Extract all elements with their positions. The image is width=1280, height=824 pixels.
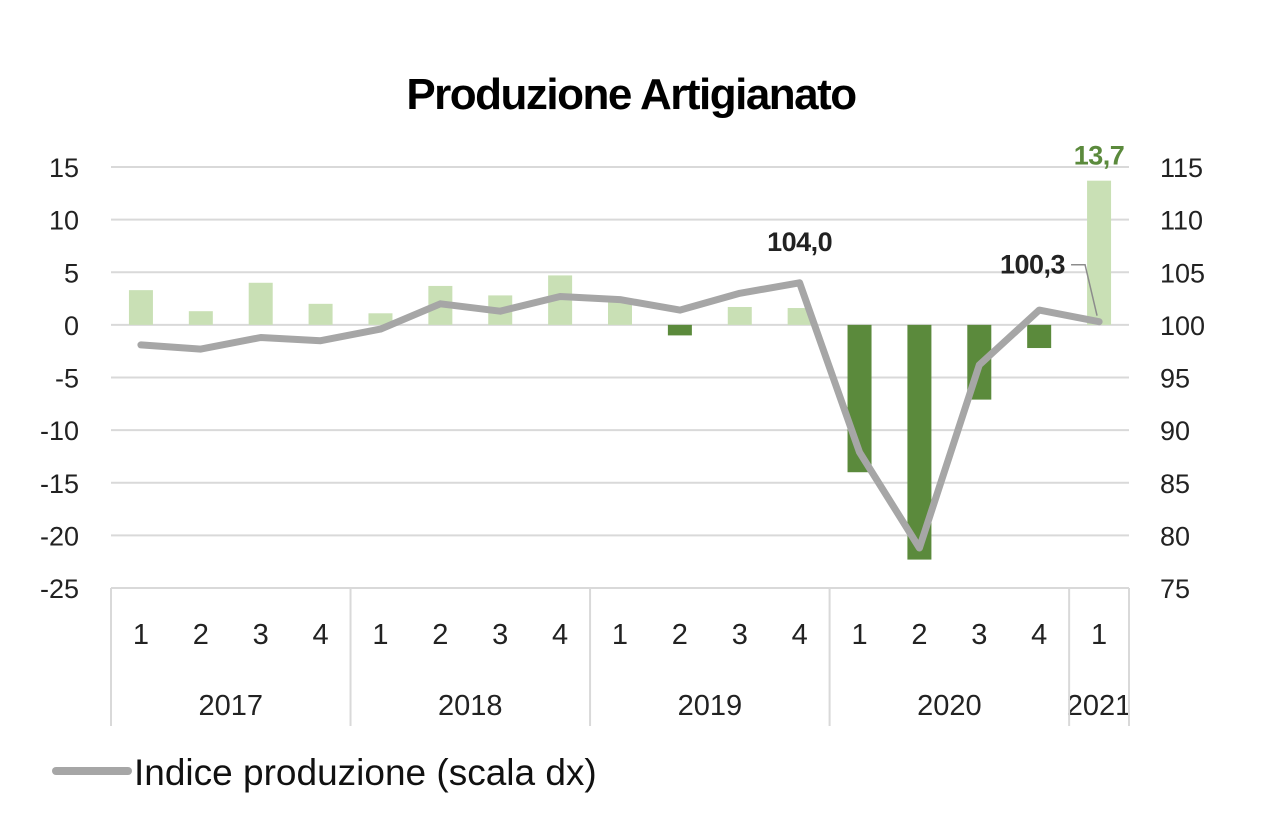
category-label: 3 <box>492 619 508 651</box>
year-label: 2020 <box>917 690 982 722</box>
bar <box>667 324 692 336</box>
left-tick-label: -5 <box>55 364 79 394</box>
bar <box>608 300 632 325</box>
right-tick-label: 85 <box>1160 469 1190 499</box>
bar-series <box>128 180 1112 560</box>
category-label: 1 <box>851 619 867 651</box>
left-tick-label: 10 <box>49 206 79 236</box>
bar <box>188 311 213 325</box>
left-tick-label: -25 <box>40 574 79 604</box>
left-y-axis: 15 10 5 0 -5 -10 -15 -20 -25 <box>40 153 79 604</box>
bar <box>128 290 153 325</box>
category-label: 4 <box>313 619 329 651</box>
left-tick-label: -10 <box>40 416 79 446</box>
callout-label: 104,0 <box>767 227 832 257</box>
category-label: 3 <box>971 619 987 651</box>
bar <box>308 303 333 325</box>
callout-leader-line <box>1071 263 1098 316</box>
category-label: 2 <box>672 619 688 651</box>
bar <box>1087 180 1112 325</box>
bar <box>1027 324 1052 349</box>
line-indice-produzione <box>137 279 1103 552</box>
bar <box>787 308 812 325</box>
x-axis: 1 2 3 4 1 2 3 4 1 2 3 4 1 2 3 4 1 2017 2018 2019 2020 2021 <box>110 588 1132 726</box>
line-series <box>137 279 1103 552</box>
category-label: 1 <box>612 619 628 651</box>
category-label: 1 <box>1091 619 1107 651</box>
legend: Indice produzione (scala dx) <box>52 752 597 793</box>
legend-label: Indice produzione (scala dx) <box>134 752 597 793</box>
right-y-axis: 115 110 105 100 95 90 85 80 75 <box>1160 153 1205 604</box>
left-tick-label: -15 <box>40 469 79 499</box>
annotations: 104,0 100,3 13,7 <box>767 141 1125 316</box>
right-tick-label: 95 <box>1160 364 1190 394</box>
category-label: 4 <box>792 619 808 651</box>
category-label: 4 <box>552 619 568 651</box>
gridlines <box>111 166 1129 589</box>
right-tick-label: 115 <box>1160 153 1203 183</box>
right-tick-label: 90 <box>1160 416 1190 446</box>
right-tick-label: 80 <box>1160 521 1190 551</box>
left-tick-label: 0 <box>64 311 79 341</box>
left-tick-label: -20 <box>40 521 79 551</box>
left-tick-label: 5 <box>64 258 79 288</box>
category-label: 2 <box>911 619 927 651</box>
bar-value-label: 13,7 <box>1074 141 1125 171</box>
year-label: 2017 <box>199 690 264 722</box>
year-label: 2021 <box>1067 690 1132 722</box>
bar <box>248 282 273 325</box>
chart-title: Produzione Artigianato <box>406 70 856 119</box>
right-tick-label: 75 <box>1160 574 1190 604</box>
category-label: 2 <box>432 619 448 651</box>
year-label: 2019 <box>678 690 743 722</box>
category-label: 1 <box>133 619 149 651</box>
category-label: 3 <box>253 619 269 651</box>
right-tick-label: 110 <box>1160 206 1203 236</box>
bar <box>368 313 393 325</box>
category-label: 1 <box>372 619 388 651</box>
callout-label: 100,3 <box>1000 250 1066 280</box>
category-label: 2 <box>193 619 209 651</box>
right-tick-label: 105 <box>1160 258 1205 288</box>
category-label: 4 <box>1031 619 1047 651</box>
bar <box>727 306 752 325</box>
category-label: 3 <box>732 619 748 651</box>
year-label: 2018 <box>438 690 503 722</box>
left-tick-label: 15 <box>49 153 79 183</box>
right-tick-label: 100 <box>1160 311 1205 341</box>
